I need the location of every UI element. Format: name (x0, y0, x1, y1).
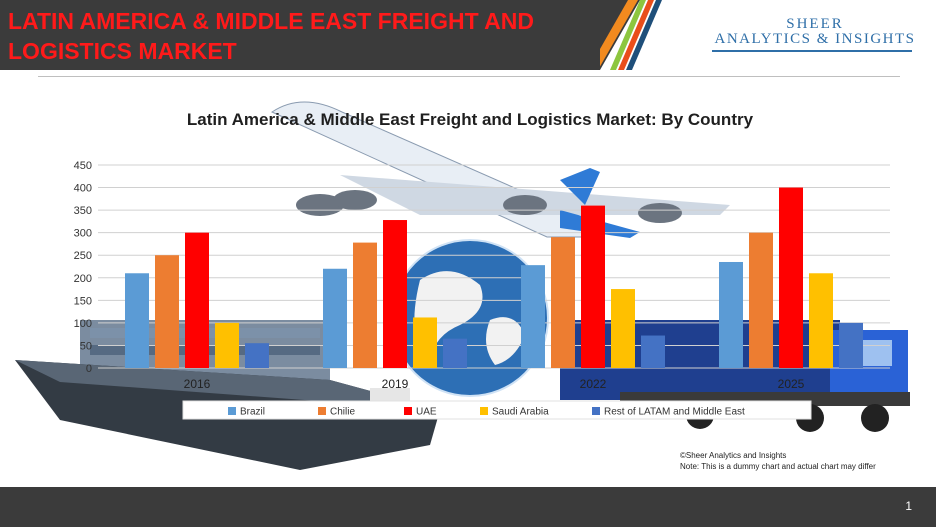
header-dark-panel (0, 0, 640, 70)
chart-notes: ©Sheer Analytics and Insights Note: This… (680, 450, 930, 472)
y-tick-label: 100 (74, 318, 92, 330)
bar-saudi-arabia (611, 289, 635, 368)
chart-bars (125, 187, 863, 368)
y-tick-label: 300 (74, 228, 92, 240)
legend-label: Rest of LATAM and Middle East (604, 407, 745, 418)
x-category-label: 2019 (382, 377, 409, 391)
page-title: LATIN AMERICA & MIDDLE EAST FREIGHT AND … (8, 8, 534, 64)
bar-rest-of-latam-and-middle-east (443, 338, 467, 368)
bar-brazil (125, 273, 149, 368)
y-tick-label: 150 (74, 295, 92, 307)
y-tick-label: 200 (74, 273, 92, 285)
legend-label: Saudi Arabia (492, 407, 549, 418)
bar-saudi-arabia (809, 273, 833, 368)
x-category-label: 2016 (184, 377, 211, 391)
header-stripes-decoration (600, 0, 680, 70)
footer-bar: 1 (0, 487, 936, 527)
bar-chilie (353, 242, 377, 368)
brand-logo-underline (712, 50, 912, 52)
chart-y-axis: 0 50 100 150 200 250 300 350 400 450 (74, 160, 92, 375)
bar-rest-of-latam-and-middle-east (839, 322, 863, 368)
bar-rest-of-latam-and-middle-east (245, 343, 269, 368)
y-tick-label: 50 (80, 340, 92, 352)
chart-scene: 0 50 100 150 200 250 300 350 400 450 2016 2019 2022… (15, 101, 910, 470)
y-tick-label: 400 (74, 183, 92, 195)
y-tick-label: 350 (74, 205, 92, 217)
page-number: 1 (905, 499, 912, 513)
y-tick-label: 450 (74, 160, 92, 172)
bar-uae (383, 220, 407, 368)
bar-uae (581, 205, 605, 368)
bar-saudi-arabia (413, 317, 437, 368)
bar-rest-of-latam-and-middle-east (641, 335, 665, 368)
legend-label: UAE (416, 407, 437, 418)
header-divider (38, 76, 900, 77)
bar-chilie (749, 232, 773, 368)
x-category-label: 2025 (778, 377, 805, 391)
bar-brazil (719, 261, 743, 368)
brand-logo-line2: ANALYTICS & INSIGHTS (714, 31, 916, 47)
legend-swatch (592, 407, 600, 415)
y-tick-label: 0 (86, 363, 92, 375)
bar-brazil (323, 268, 347, 368)
legend-label: Brazil (240, 407, 265, 418)
x-category-label: 2022 (580, 377, 607, 391)
bar-saudi-arabia (215, 322, 239, 368)
bar-chilie (155, 255, 179, 368)
bar-uae (779, 187, 803, 368)
header-bar: LATIN AMERICA & MIDDLE EAST FREIGHT AND … (0, 0, 936, 70)
legend-label: Chilie (330, 407, 355, 418)
legend-swatch (228, 407, 236, 415)
chart-legend: Brazil Chilie UAE Saudi Arabia Rest of LATAM… (182, 400, 812, 420)
chart-x-axis: 2016 2019 2022 2025 (184, 377, 805, 391)
legend-box (182, 400, 812, 420)
bar-uae (185, 232, 209, 368)
bar-brazil (521, 265, 545, 368)
legend-swatch (480, 407, 488, 415)
legend-swatch (318, 407, 326, 415)
legend-swatch (404, 407, 412, 415)
copyright-note: ©Sheer Analytics and Insights (680, 451, 787, 460)
disclaimer-note: Note: This is a dummy chart and actual c… (680, 462, 876, 471)
chart-title: Latin America & Middle East Freight and … (186, 110, 754, 129)
brand-logo-line1: SHEER (786, 16, 844, 32)
y-tick-label: 250 (74, 250, 92, 262)
bar-chilie (551, 237, 575, 368)
